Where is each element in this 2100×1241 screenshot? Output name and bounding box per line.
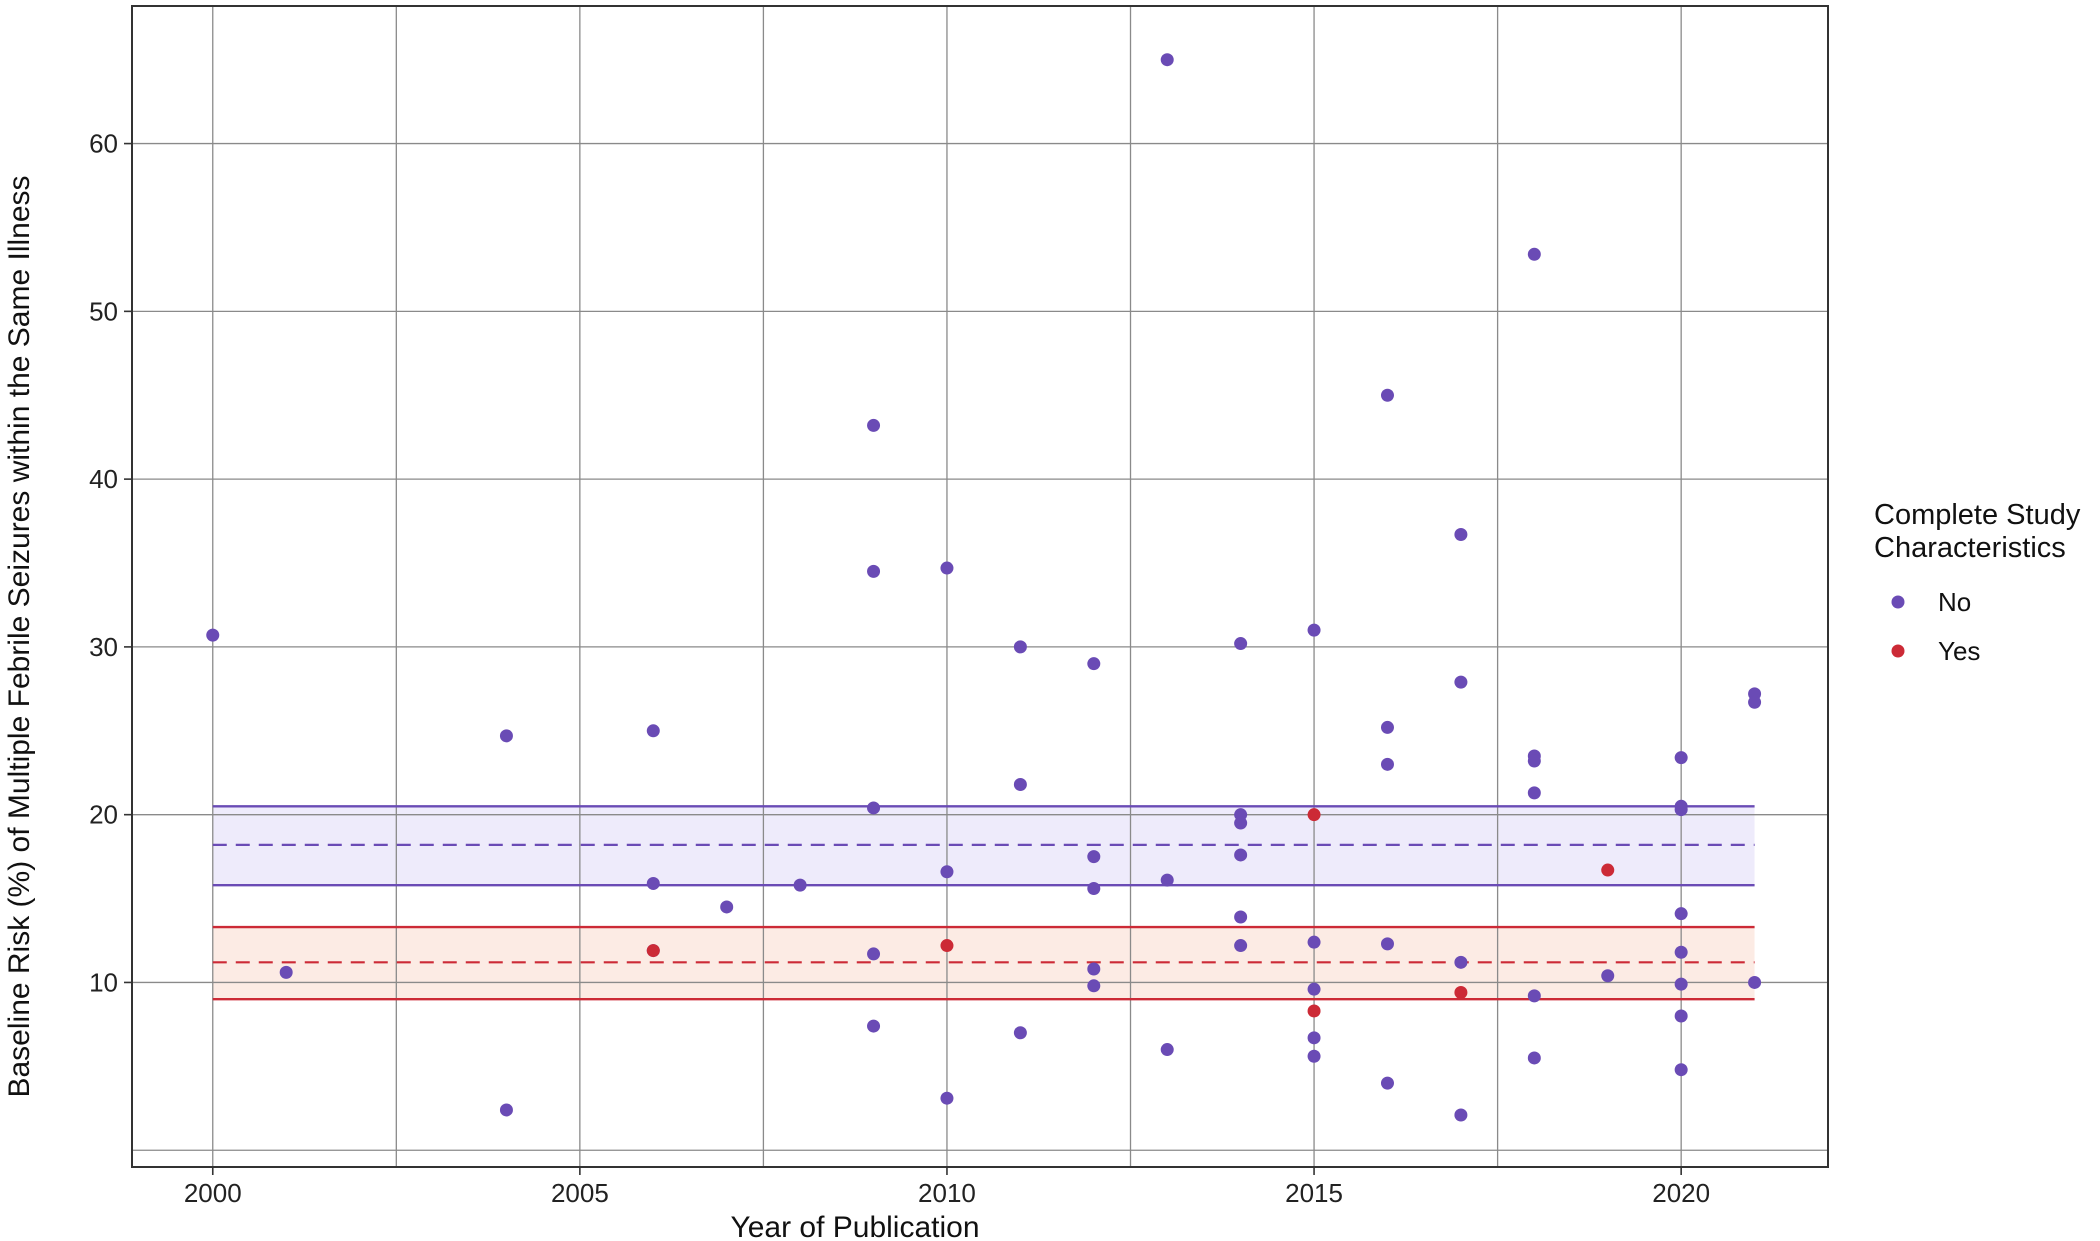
data-point-no bbox=[1380, 720, 1394, 734]
data-point-no bbox=[940, 1091, 954, 1105]
data-point-yes bbox=[1454, 986, 1468, 1000]
data-point-no bbox=[1527, 786, 1541, 800]
data-point-no bbox=[1454, 675, 1468, 689]
y-tick-label: 10 bbox=[89, 967, 118, 997]
axis-ticks bbox=[124, 142, 1682, 1175]
data-point-yes bbox=[1307, 1004, 1321, 1018]
data-point-no bbox=[867, 418, 881, 432]
y-axis-title: Baseline Risk (%) of Multiple Febrile Se… bbox=[3, 175, 36, 1097]
data-point-no bbox=[279, 965, 293, 979]
data-point-no bbox=[1674, 907, 1688, 921]
data-point-no bbox=[1674, 751, 1688, 765]
y-tick-label: 30 bbox=[89, 632, 118, 662]
data-point-no bbox=[1307, 982, 1321, 996]
data-point-no bbox=[1160, 873, 1174, 887]
data-point-no bbox=[1234, 637, 1248, 651]
y-tick-label: 20 bbox=[89, 800, 118, 830]
data-point-no bbox=[940, 561, 954, 575]
data-point-no bbox=[1380, 1076, 1394, 1090]
legend: Complete Study Characteristics No Yes bbox=[1874, 499, 2081, 666]
data-point-no bbox=[1307, 1031, 1321, 1045]
data-point-no bbox=[1527, 754, 1541, 768]
data-point-no bbox=[867, 564, 881, 578]
data-point-no bbox=[1234, 910, 1248, 924]
data-point-no bbox=[1454, 527, 1468, 541]
legend-title-line-1: Complete Study bbox=[1874, 499, 2081, 531]
data-point-no bbox=[1087, 881, 1101, 895]
data-point-no bbox=[1087, 657, 1101, 671]
data-point-no bbox=[1380, 388, 1394, 402]
data-point-no bbox=[1087, 962, 1101, 976]
data-point-no bbox=[1234, 939, 1248, 953]
data-point-no bbox=[1454, 1108, 1468, 1122]
legend-marker-no bbox=[1891, 595, 1905, 609]
data-point-yes bbox=[646, 944, 660, 958]
x-tick-label: 2000 bbox=[184, 1178, 242, 1208]
data-points bbox=[206, 53, 1762, 1122]
data-point-no bbox=[867, 947, 881, 961]
x-tick-label: 2005 bbox=[551, 1178, 609, 1208]
data-point-no bbox=[1527, 247, 1541, 261]
data-point-no bbox=[1307, 623, 1321, 637]
data-point-no bbox=[206, 628, 220, 642]
legend-title-line-2: Characteristics bbox=[1874, 532, 2066, 564]
legend-label-yes: Yes bbox=[1938, 636, 1980, 666]
data-point-no bbox=[1380, 937, 1394, 951]
data-point-no bbox=[1013, 1026, 1027, 1040]
data-point-no bbox=[867, 801, 881, 815]
data-point-no bbox=[499, 1103, 513, 1117]
data-point-no bbox=[1087, 850, 1101, 864]
x-tick-label: 2010 bbox=[918, 1178, 976, 1208]
data-point-yes bbox=[940, 939, 954, 953]
data-point-no bbox=[1601, 969, 1615, 983]
data-point-no bbox=[793, 878, 807, 892]
data-point-no bbox=[1307, 1049, 1321, 1063]
data-point-no bbox=[1160, 53, 1174, 67]
y-tick-label: 60 bbox=[89, 129, 118, 159]
data-point-no bbox=[1454, 955, 1468, 969]
data-point-no bbox=[1087, 979, 1101, 993]
x-tick-label: 2020 bbox=[1652, 1178, 1710, 1208]
data-point-no bbox=[867, 1019, 881, 1033]
data-point-no bbox=[1748, 695, 1762, 709]
data-point-no bbox=[646, 876, 660, 890]
y-tick-label: 40 bbox=[89, 464, 118, 494]
tick-labels: 2000 2005 2010 2015 2020 10 20 30 40 50 60 bbox=[89, 129, 1710, 1208]
y-tick-label: 50 bbox=[89, 296, 118, 326]
data-point-no bbox=[940, 865, 954, 879]
data-point-no bbox=[499, 729, 513, 743]
data-point-no bbox=[1307, 935, 1321, 949]
plot-frame bbox=[131, 5, 1829, 1168]
data-point-no bbox=[720, 900, 734, 914]
grid-lines bbox=[132, 6, 1828, 1167]
data-point-no bbox=[1013, 777, 1027, 791]
data-point-no bbox=[1674, 1063, 1688, 1077]
data-point-no bbox=[1234, 816, 1248, 830]
legend-label-no: No bbox=[1938, 587, 1971, 617]
data-point-no bbox=[1674, 945, 1688, 959]
data-point-no bbox=[1527, 989, 1541, 1003]
data-point-no bbox=[1234, 848, 1248, 862]
data-point-no bbox=[1748, 975, 1762, 989]
legend-marker-yes bbox=[1891, 644, 1905, 658]
x-axis-title: Year of Publication bbox=[730, 1211, 979, 1241]
data-point-no bbox=[1674, 1009, 1688, 1023]
confidence-bands bbox=[212, 806, 1755, 1000]
data-point-yes bbox=[1307, 808, 1321, 822]
band-lines bbox=[212, 805, 1755, 1001]
data-point-no bbox=[1160, 1043, 1174, 1057]
data-point-no bbox=[1674, 803, 1688, 817]
x-tick-label: 2015 bbox=[1285, 1178, 1343, 1208]
data-point-no bbox=[646, 724, 660, 738]
data-point-no bbox=[1527, 1051, 1541, 1065]
data-point-no bbox=[1674, 977, 1688, 991]
data-point-yes bbox=[1601, 863, 1615, 877]
data-point-no bbox=[1013, 640, 1027, 654]
data-point-no bbox=[1380, 757, 1394, 771]
